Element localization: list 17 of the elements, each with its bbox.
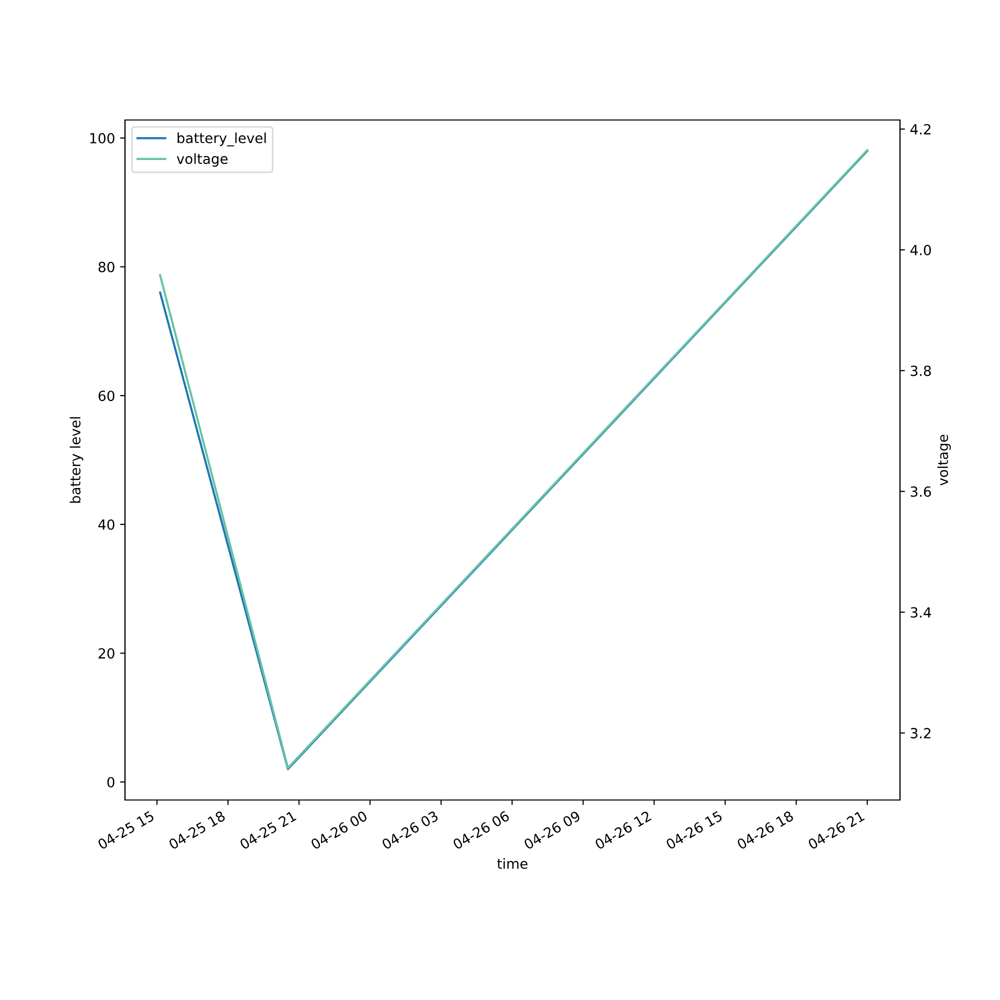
y2-axis-title: voltage <box>937 434 951 486</box>
y-axis-title: battery level <box>70 417 84 503</box>
y2-tick-label: 3.2 <box>910 728 930 738</box>
legend-label: battery_level <box>178 132 266 146</box>
y-tick-label: 100 <box>90 133 114 144</box>
y-tick-label: 0 <box>107 776 114 788</box>
y2-tick-label: 4.0 <box>910 244 931 256</box>
y-tick-label: 20 <box>98 648 114 659</box>
y-tick-label: 40 <box>98 519 114 530</box>
x-axis-title: time <box>497 858 528 869</box>
y-tick-label: 80 <box>98 262 114 272</box>
y2-tick-label: 3.8 <box>910 366 931 376</box>
y2-tick-label: 3.4 <box>910 607 932 618</box>
legend-label: voltage <box>176 153 228 167</box>
y-tick-label: 60 <box>98 390 114 402</box>
y2-tick-label: 4.2 <box>910 124 930 134</box>
y2-tick-label: 3.6 <box>910 486 931 497</box>
